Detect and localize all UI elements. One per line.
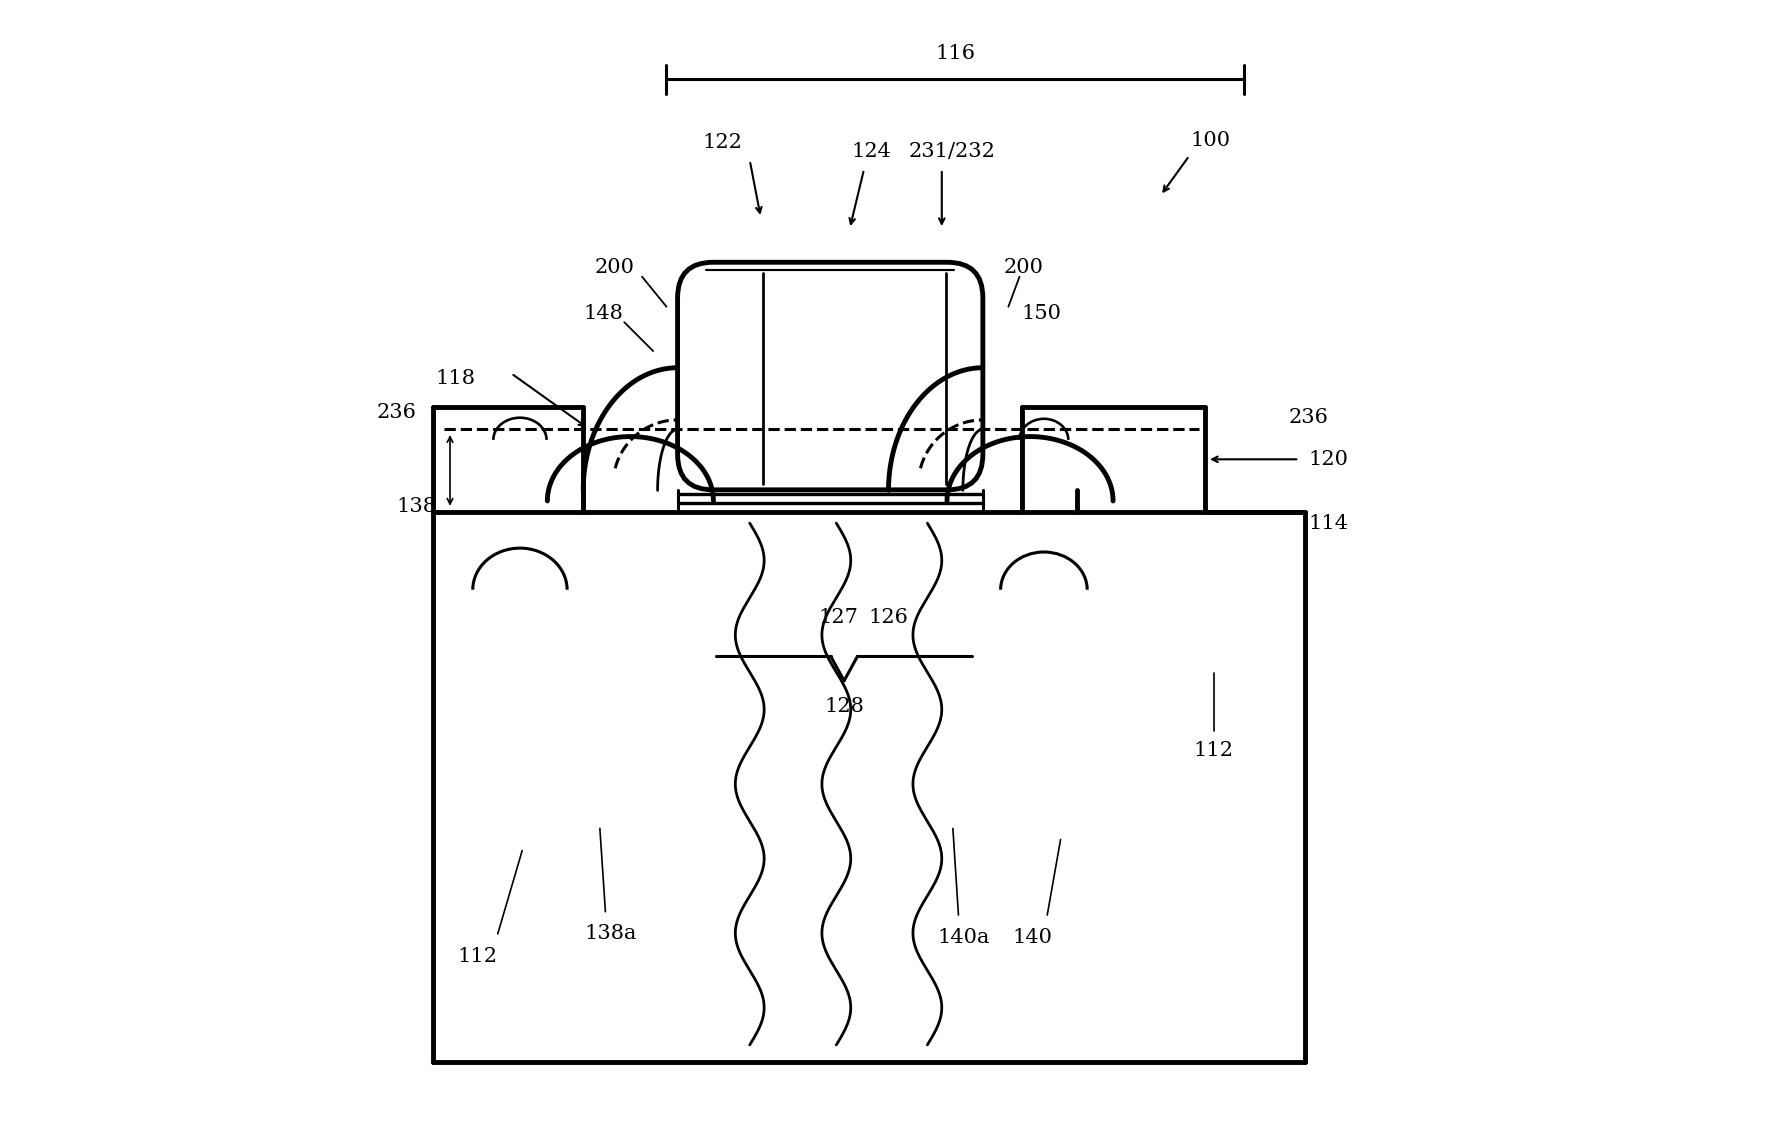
Text: 100: 100: [1191, 130, 1230, 149]
Text: 112: 112: [458, 946, 498, 966]
Text: 118: 118: [435, 370, 476, 388]
Text: 148: 148: [583, 303, 624, 323]
Text: 124: 124: [851, 142, 892, 161]
Text: 200: 200: [594, 259, 634, 278]
Text: 236: 236: [377, 402, 416, 422]
Text: 138: 138: [396, 497, 437, 516]
Text: 126: 126: [869, 608, 908, 627]
Text: 128: 128: [825, 697, 864, 716]
Text: 122: 122: [702, 133, 743, 152]
Text: 140a: 140a: [938, 927, 990, 946]
Text: 231/232: 231/232: [908, 142, 995, 161]
Text: 116: 116: [935, 44, 976, 63]
Text: 150: 150: [1022, 303, 1061, 323]
Text: 127: 127: [819, 608, 858, 627]
Text: 120: 120: [1308, 450, 1349, 469]
Text: 236: 236: [1288, 408, 1327, 427]
Text: 200: 200: [1004, 259, 1043, 278]
Text: 138a: 138a: [585, 924, 638, 943]
Text: 114: 114: [1308, 514, 1349, 533]
Text: 140: 140: [1013, 927, 1052, 946]
Text: 112: 112: [1194, 741, 1233, 760]
